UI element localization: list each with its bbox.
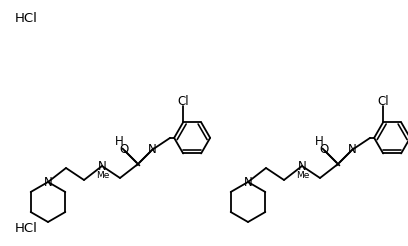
Text: HCl: HCl bbox=[15, 12, 38, 25]
Text: Me: Me bbox=[296, 171, 310, 181]
Text: N: N bbox=[148, 143, 157, 156]
Text: N: N bbox=[348, 143, 357, 156]
Text: N: N bbox=[98, 159, 106, 172]
Text: Me: Me bbox=[96, 171, 110, 181]
Text: N: N bbox=[297, 159, 306, 172]
Text: Cl: Cl bbox=[177, 95, 189, 108]
Text: HCl: HCl bbox=[15, 221, 38, 234]
Text: O: O bbox=[319, 143, 328, 156]
Text: O: O bbox=[119, 143, 129, 156]
Text: N: N bbox=[44, 175, 52, 188]
Text: H: H bbox=[315, 135, 323, 148]
Text: N: N bbox=[244, 175, 253, 188]
Text: Cl: Cl bbox=[377, 95, 389, 108]
Text: H: H bbox=[115, 135, 123, 148]
